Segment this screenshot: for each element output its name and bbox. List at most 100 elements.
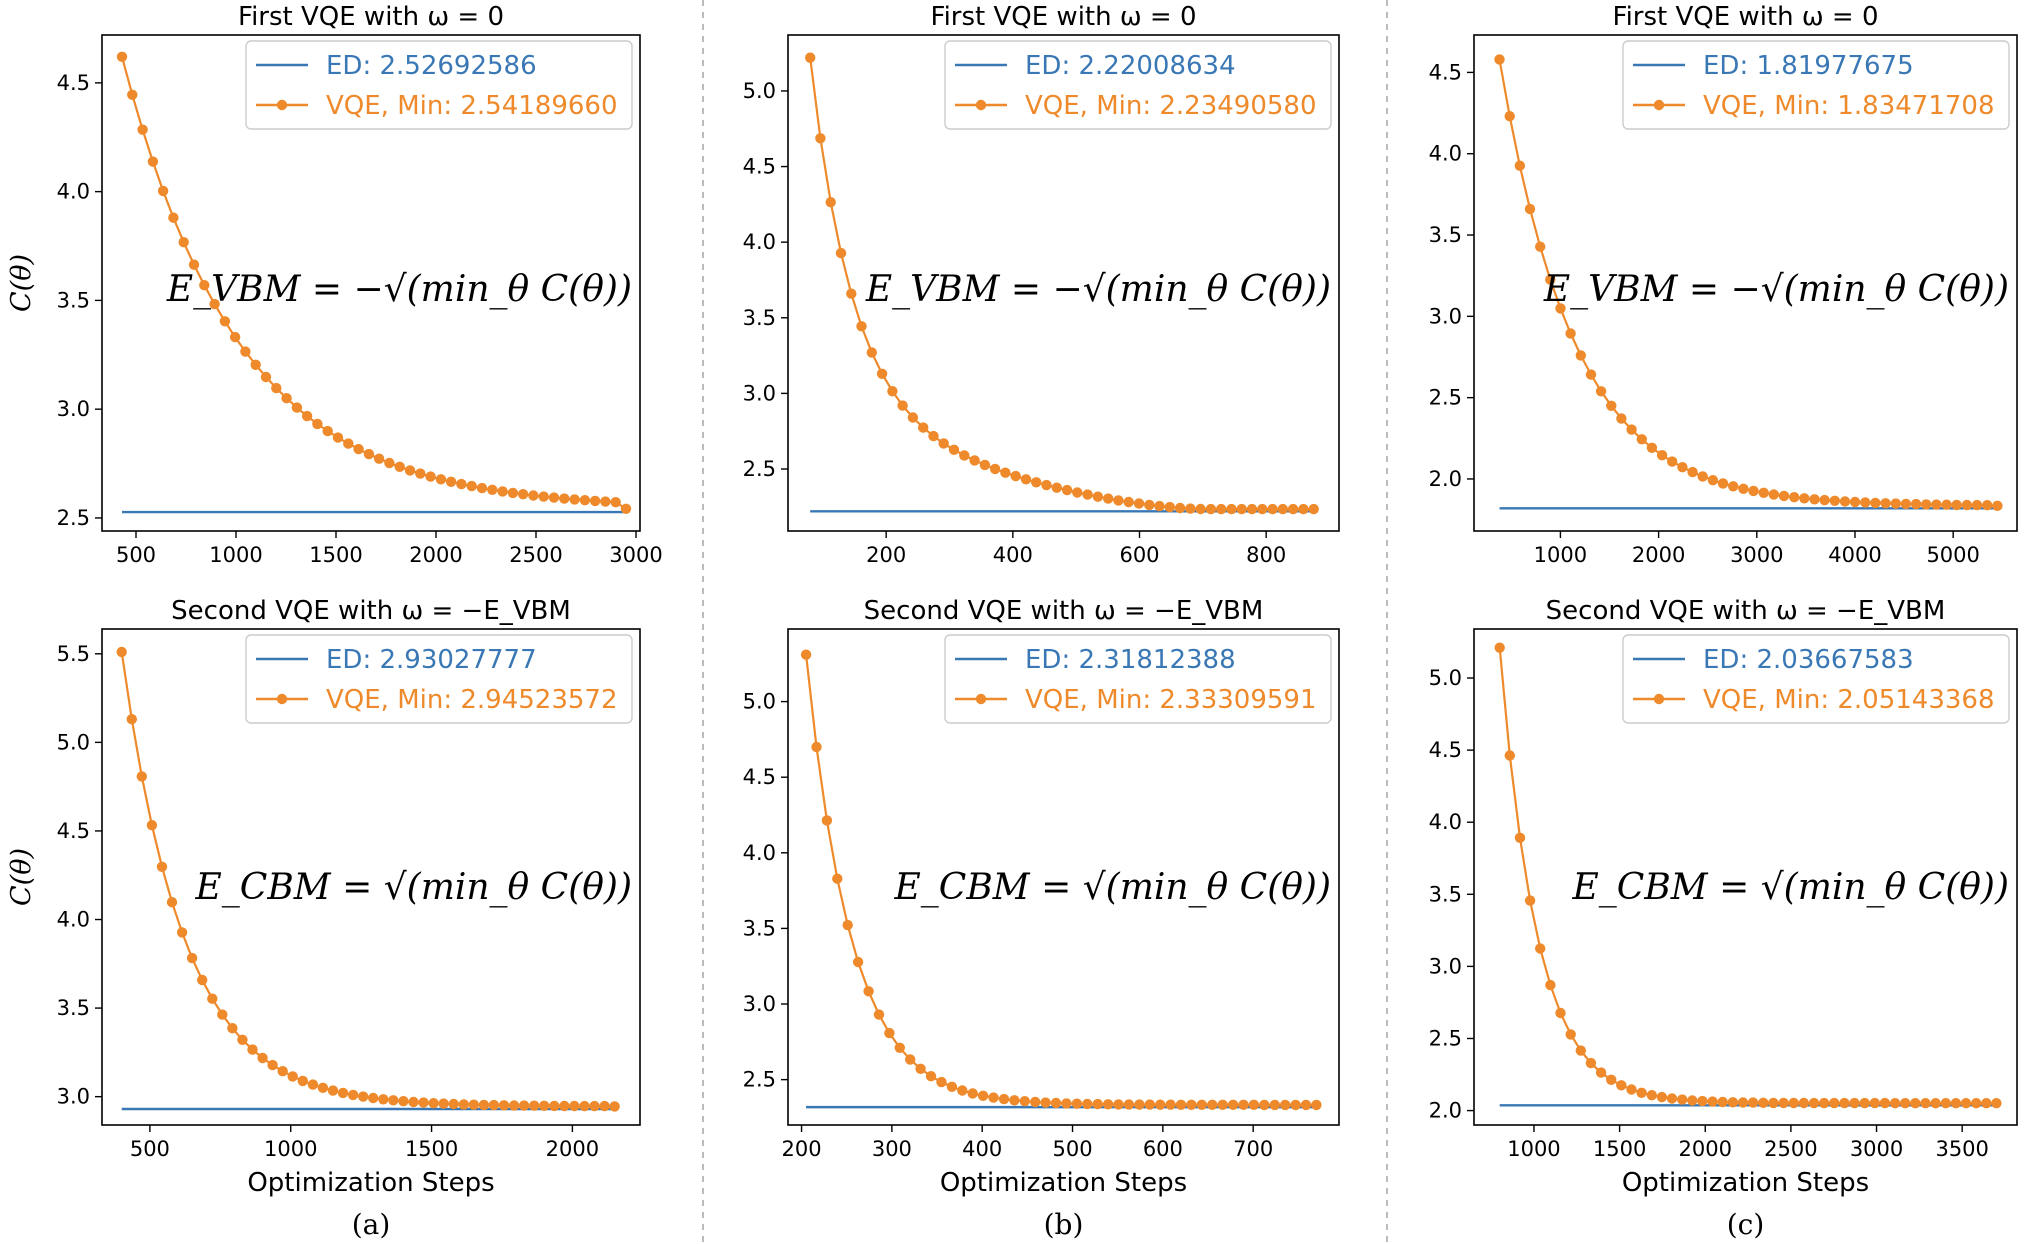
vqe-data-point [446, 477, 456, 487]
vqe-data-point [1505, 750, 1515, 760]
vqe-data-point [323, 426, 333, 436]
vqe-data-point [1000, 468, 1010, 478]
vqe-data-point [1155, 1100, 1165, 1110]
vqe-data-point [312, 419, 322, 429]
vqe-data-point [230, 332, 240, 342]
vqe-data-point [846, 289, 856, 299]
vqe-data-point [257, 1053, 267, 1063]
y-tick-label: 2.0 [1429, 467, 1462, 491]
vqe-data-point [1657, 1092, 1667, 1102]
vqe-data-point [308, 1079, 318, 1089]
y-tick-label: 3.5 [743, 916, 776, 940]
legend-vqe-label: VQE, Min: 2.33309591 [1025, 685, 1317, 715]
vqe-data-point [1031, 477, 1041, 487]
vqe-data-point [600, 496, 610, 506]
vqe-data-point [528, 490, 538, 500]
vqe-data-point [328, 1085, 338, 1095]
vqe-data-point [1839, 1098, 1849, 1108]
vqe-data-point [1901, 499, 1911, 509]
vqe-data-point [1819, 495, 1829, 505]
vqe-data-point [1931, 499, 1941, 509]
vqe-data-point [1657, 450, 1667, 460]
vqe-data-point [1309, 504, 1319, 514]
x-axis-label: Optimization Steps [247, 1168, 494, 1198]
vqe-data-point [479, 1100, 489, 1110]
vqe-data-point [1145, 1099, 1155, 1109]
vqe-data-point [853, 957, 863, 967]
x-tick-label: 500 [130, 1137, 170, 1161]
legend-vqe-marker [277, 100, 287, 110]
vqe-data-point [1930, 1098, 1940, 1108]
vqe-data-point [1708, 475, 1718, 485]
vqe-data-point [1082, 489, 1092, 499]
vqe-data-point [1061, 1098, 1071, 1108]
vqe-data-point [978, 1091, 988, 1101]
vqe-data-point [251, 360, 261, 370]
formula-annotation: E_VBM = −√(min_θ C(θ)) [166, 269, 632, 310]
x-tick-label: 1000 [1534, 543, 1587, 567]
vqe-data-point [1748, 1097, 1758, 1107]
vqe-data-point [590, 496, 600, 506]
vqe-data-point [1576, 350, 1586, 360]
chart-panel-6: 1000 1500 2000 2500 3000 35002.02.53.03.54.04… [1429, 596, 2017, 1198]
figure-canvas: 500 1000 1500 2000 2500 30002.53.03.54.04.5Fi… [0, 0, 2032, 1244]
vqe-data-point [1951, 1098, 1961, 1108]
vqe-data-point [877, 369, 887, 379]
vqe-data-point [343, 438, 353, 448]
vqe-data-point [237, 1035, 247, 1045]
vqe-data-point [1830, 496, 1840, 506]
y-tick-label: 3.5 [1429, 882, 1462, 906]
vqe-data-point [1249, 1100, 1259, 1110]
legend-ed-label: ED: 2.52692586 [326, 51, 537, 81]
vqe-data-point [1626, 1084, 1636, 1094]
vqe-data-point [1778, 1098, 1788, 1108]
vqe-data-point [1494, 54, 1504, 64]
vqe-data-point [811, 742, 821, 752]
vqe-data-point [1238, 1100, 1248, 1110]
vqe-data-point [1586, 1058, 1596, 1068]
vqe-data-point [1849, 1098, 1859, 1108]
vqe-data-point [801, 650, 811, 660]
x-tick-label: 500 [116, 543, 156, 567]
vqe-data-point [395, 462, 405, 472]
vqe-data-point [815, 133, 825, 143]
vqe-data-point [1596, 386, 1606, 396]
x-tick-label: 600 [1143, 1137, 1183, 1161]
vqe-data-point [1301, 1100, 1311, 1110]
x-tick-label: 2000 [409, 543, 462, 567]
legend-ed-label: ED: 2.22008634 [1025, 51, 1236, 81]
vqe-data-point [267, 1060, 277, 1070]
panel-title: First VQE with ω = 0 [931, 2, 1197, 32]
y-tick-label: 4.0 [743, 841, 776, 865]
vqe-data-point [926, 1071, 936, 1081]
vqe-data-point [207, 994, 217, 1004]
formula-annotation: E_CBM = √(min_θ C(θ)) [894, 867, 1331, 908]
vqe-data-point [348, 1090, 358, 1100]
vqe-data-point [298, 1076, 308, 1086]
vqe-data-point [1020, 1096, 1030, 1106]
vqe-data-point [897, 400, 907, 410]
vqe-data-point [1270, 1100, 1280, 1110]
vqe-data-point [1962, 500, 1972, 510]
vqe-data-point [1082, 1099, 1092, 1109]
vqe-data-point [915, 1064, 925, 1074]
y-axis-label: C(θ) [6, 254, 37, 312]
vqe-data-point [1030, 1097, 1040, 1107]
vqe-data-point [117, 52, 127, 62]
chart-panel-5: 200 300 400 500 600 7002.53.03.54.04.55.0Seco… [743, 596, 1339, 1198]
x-tick-label: 1000 [264, 1137, 317, 1161]
vqe-data-point [1165, 502, 1175, 512]
vqe-data-point [1566, 1029, 1576, 1039]
vqe-data-point [1972, 500, 1982, 510]
vqe-data-point [529, 1101, 539, 1111]
x-tick-label: 800 [1246, 543, 1286, 567]
vqe-data-point [805, 53, 815, 63]
y-tick-label: 2.5 [743, 1068, 776, 1092]
vqe-data-point [1311, 1100, 1321, 1110]
vqe-data-point [415, 468, 425, 478]
vqe-data-point [338, 1088, 348, 1098]
vqe-data-point [1515, 161, 1525, 171]
y-tick-label: 3.5 [57, 288, 90, 312]
vqe-data-point [1789, 1098, 1799, 1108]
x-tick-label: 1500 [1593, 1137, 1646, 1161]
